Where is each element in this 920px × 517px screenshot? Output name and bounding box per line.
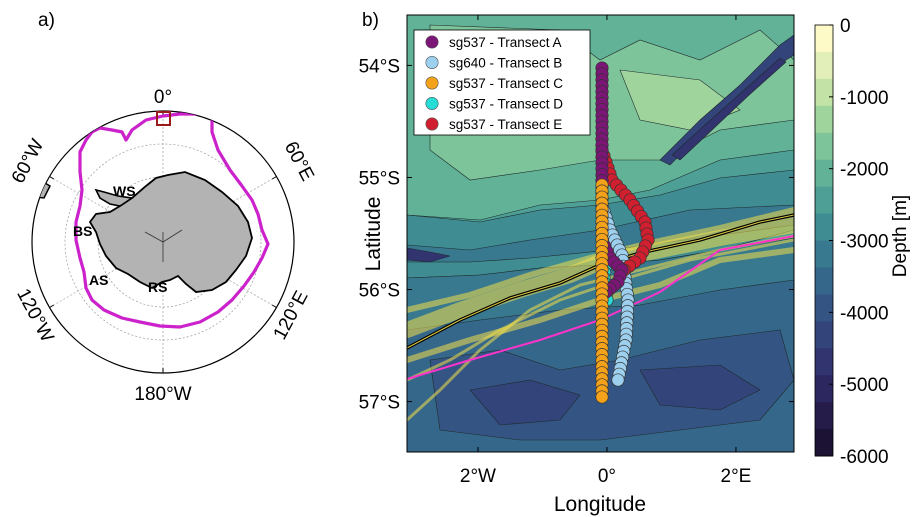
colorbar-level xyxy=(815,159,833,188)
y-tick-label: 57°S xyxy=(359,393,400,414)
transect-point xyxy=(611,373,625,387)
meridian-label-0: 0° xyxy=(154,87,172,108)
region-label-rs: RS xyxy=(148,279,167,295)
legend-marker xyxy=(425,76,439,90)
colorbar-tick-label: -1000 xyxy=(840,88,889,109)
colorbar-level xyxy=(815,429,833,457)
map-frame xyxy=(406,14,795,453)
antarctic-peninsula xyxy=(94,188,135,207)
front-envelope xyxy=(407,207,794,422)
y-tick-label: 56°S xyxy=(359,281,400,302)
region-label-bs: BS xyxy=(73,223,92,239)
legend-marker xyxy=(425,35,439,49)
legend: sg537 - Transect A sg640 - Transect B sg53… xyxy=(413,29,591,136)
panel-b: b) xyxy=(359,10,795,516)
antarctica-landmass xyxy=(88,171,253,293)
colorbar-tick-label: -5000 xyxy=(840,375,889,396)
colorbar-level xyxy=(815,186,833,215)
legend-marker xyxy=(425,117,439,131)
y-axis: 54°S 55°S 56°S 57°S xyxy=(359,56,794,414)
x-tick-label: 2°E xyxy=(721,466,752,487)
y-axis-label: Latitude xyxy=(362,197,385,272)
region-label-ws: WS xyxy=(113,183,136,199)
y-tick-label: 54°S xyxy=(359,56,400,77)
region-label-as: AS xyxy=(89,272,108,288)
panel-a-label: a) xyxy=(38,10,55,31)
meridian-label-60e: 60°E xyxy=(280,138,318,184)
colorbar-level xyxy=(815,78,833,107)
colorbar-level xyxy=(815,375,833,403)
colorbar-label: Depth [m] xyxy=(890,195,911,277)
colorbar-level xyxy=(815,402,833,430)
colorbar: 0 -1000 -2000 -3000 -4000 -5000 -6000 Depth [m… xyxy=(814,16,911,468)
colorbar-tick-label: -4000 xyxy=(840,303,889,324)
colorbar-level xyxy=(815,51,833,80)
colorbar-level xyxy=(815,321,833,349)
colorbar-level xyxy=(815,132,833,161)
transect-c-points xyxy=(595,178,609,404)
legend-marker xyxy=(425,97,439,111)
x-tick-label: 2°W xyxy=(460,466,496,487)
colorbar-tick-label: 0 xyxy=(840,16,851,37)
colorbar-tick-label: -3000 xyxy=(840,232,889,253)
colorbar-level xyxy=(815,240,833,268)
colorbar-tick-label: -6000 xyxy=(840,447,889,468)
legend-box xyxy=(413,29,591,136)
study-area-box xyxy=(156,111,171,126)
legend-entry-label: sg640 - Transect B xyxy=(449,56,562,71)
legend-marker xyxy=(425,55,439,69)
legend-entry-label: sg537 - Transect E xyxy=(449,117,562,132)
x-axis: 2°W 0° 2°E xyxy=(460,15,751,487)
colorbar-level xyxy=(815,105,833,134)
transect-point xyxy=(595,390,609,404)
legend-entry-label: sg537 - Transect D xyxy=(449,97,563,112)
colorbar-level xyxy=(815,25,833,53)
legend-entry-label: sg537 - Transect C xyxy=(449,76,563,91)
legend-entry-label: sg537 - Transect A xyxy=(449,35,562,50)
polar-map: WS BS AS RS 0° 60°E 120°E 180°W 120°W 60… xyxy=(8,87,318,405)
meridian-label-60w: 60°W xyxy=(8,136,48,187)
colorbar-tick-label: -2000 xyxy=(840,160,889,181)
meridian-label-180w: 180°W xyxy=(134,384,191,405)
colorbar-level xyxy=(815,348,833,376)
bathymetry-map xyxy=(407,15,794,452)
x-axis-label: Longitude xyxy=(554,493,646,516)
colorbar-level xyxy=(815,267,833,295)
antarctic-circumpolar-front xyxy=(74,112,270,329)
panel-a: a) xyxy=(8,10,318,405)
ice-shelf-lines xyxy=(144,229,183,262)
colorbar-level xyxy=(815,294,833,322)
colorbar-level xyxy=(815,213,833,241)
panel-b-label: b) xyxy=(362,10,379,31)
x-tick-label: 0° xyxy=(598,466,616,487)
y-tick-label: 55°S xyxy=(359,168,400,189)
